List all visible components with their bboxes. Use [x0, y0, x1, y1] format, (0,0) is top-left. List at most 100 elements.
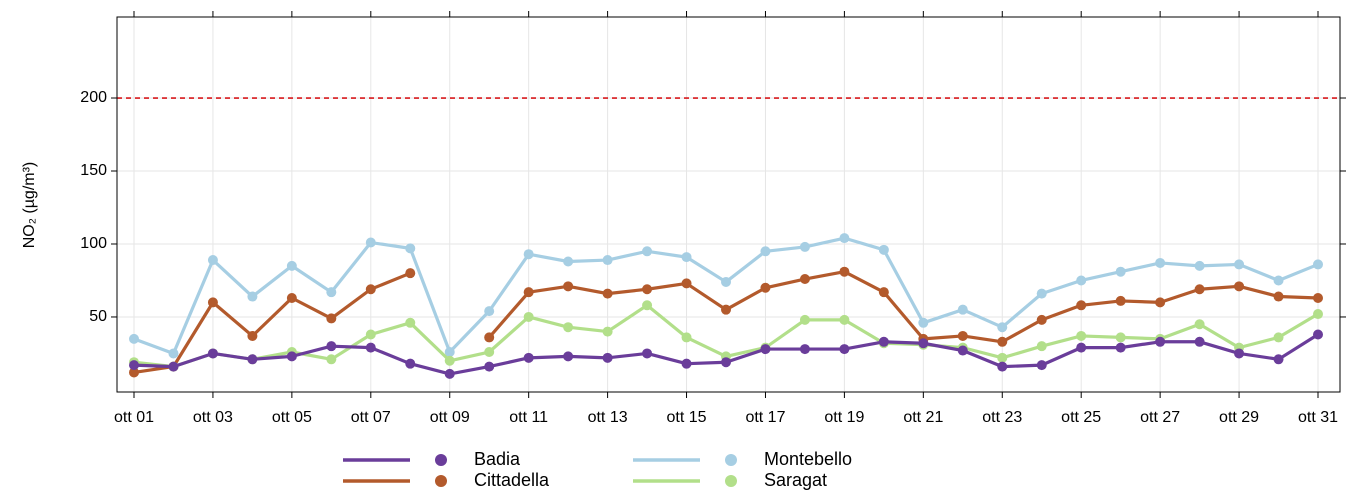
- data-point: [799, 274, 810, 285]
- data-point: [602, 255, 613, 266]
- legend-dot: [725, 454, 737, 466]
- legend-label: Badia: [474, 449, 521, 469]
- data-point: [444, 347, 455, 358]
- legend-label: Saragat: [764, 470, 827, 490]
- y-tick-label: 200: [80, 89, 107, 106]
- x-tick-label: ott 03: [193, 409, 233, 426]
- legend-label: Montebello: [764, 449, 852, 469]
- data-point: [918, 317, 929, 328]
- data-point: [721, 357, 731, 368]
- data-point: [799, 344, 810, 355]
- data-point: [760, 246, 771, 257]
- data-point: [365, 237, 376, 248]
- data-point: [1234, 281, 1245, 292]
- data-point: [523, 249, 534, 260]
- data-point: [1115, 332, 1126, 343]
- data-point: [760, 344, 771, 355]
- data-point: [405, 268, 416, 279]
- data-point: [1234, 348, 1245, 359]
- data-point: [247, 291, 258, 302]
- data-point: [1234, 259, 1245, 270]
- data-point: [365, 284, 376, 295]
- data-point: [681, 358, 692, 369]
- data-point: [602, 326, 613, 337]
- data-point: [484, 332, 495, 343]
- data-point: [563, 351, 574, 362]
- x-tick-label: ott 29: [1219, 409, 1259, 426]
- plot-frame: [116, 16, 1341, 393]
- y-tick-label: 100: [80, 235, 107, 252]
- data-point: [1076, 342, 1087, 353]
- data-point: [405, 317, 416, 328]
- data-point: [1076, 275, 1087, 286]
- data-point: [1115, 342, 1126, 353]
- data-point: [1194, 336, 1205, 347]
- data-point: [484, 347, 495, 358]
- data-point: [839, 233, 850, 244]
- data-point: [799, 314, 810, 325]
- data-point: [405, 243, 416, 254]
- data-point: [602, 288, 613, 299]
- data-point: [681, 332, 692, 343]
- data-point: [326, 354, 337, 365]
- x-tick-label: ott 23: [982, 409, 1022, 426]
- data-point: [1115, 295, 1126, 306]
- legend-dot: [435, 475, 447, 487]
- data-point: [1194, 284, 1205, 295]
- data-point: [1273, 275, 1284, 286]
- data-point: [997, 361, 1008, 372]
- data-point: [957, 345, 968, 356]
- data-point: [760, 282, 771, 293]
- data-point: [642, 284, 653, 295]
- data-point: [681, 278, 692, 289]
- x-tick-label: ott 25: [1061, 409, 1101, 426]
- data-point: [326, 341, 337, 352]
- data-point: [1194, 319, 1205, 330]
- data-point: [997, 352, 1008, 363]
- data-point: [1036, 314, 1047, 325]
- data-point: [997, 322, 1008, 333]
- y-axis-label: NO₂ (µg/m³): [21, 162, 38, 249]
- data-point: [286, 292, 297, 303]
- x-tick-label: ott 09: [430, 409, 470, 426]
- series-line: [133, 236, 1319, 356]
- data-point: [1273, 332, 1284, 343]
- data-point: [207, 297, 218, 308]
- data-point: [286, 351, 297, 362]
- x-tick-label: ott 15: [667, 409, 707, 426]
- data-point: [681, 252, 692, 263]
- data-point: [1273, 354, 1284, 365]
- legend-dot: [725, 475, 737, 487]
- x-tick-label: ott 13: [588, 409, 628, 426]
- data-point: [1036, 341, 1047, 352]
- data-point: [484, 306, 495, 317]
- data-point: [957, 304, 968, 315]
- data-point: [326, 313, 337, 324]
- data-point: [563, 322, 574, 333]
- data-point: [1313, 259, 1323, 270]
- legend-label: Cittadella: [474, 470, 550, 490]
- data-point: [484, 361, 495, 372]
- data-point: [247, 330, 258, 341]
- data-point: [1194, 260, 1205, 271]
- data-point: [839, 266, 850, 277]
- data-point: [839, 344, 850, 355]
- data-point: [602, 352, 613, 363]
- data-point: [444, 355, 455, 366]
- data-point: [1076, 300, 1087, 311]
- data-point: [721, 304, 731, 315]
- data-point: [1076, 330, 1087, 341]
- data-point: [326, 287, 337, 298]
- data-point: [129, 367, 139, 378]
- data-point: [1273, 291, 1284, 302]
- x-tick-label: ott 27: [1140, 409, 1180, 426]
- data-point: [878, 336, 889, 347]
- data-point: [642, 348, 653, 359]
- data-point: [286, 260, 297, 271]
- y-tick-label: 150: [80, 162, 107, 179]
- data-point: [1155, 336, 1166, 347]
- series-line: [133, 270, 1319, 375]
- data-point: [207, 255, 218, 266]
- x-tick-label: ott 21: [903, 409, 943, 426]
